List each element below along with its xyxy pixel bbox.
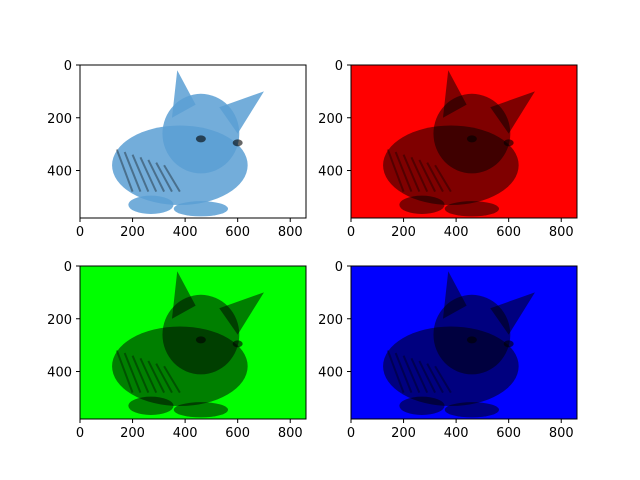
- x-tick-label: 0: [347, 225, 355, 240]
- x-tick-label: 600: [496, 225, 521, 240]
- x-tick-label: 400: [444, 426, 469, 441]
- x-tick-label: 0: [347, 426, 355, 441]
- y-tick-label: 200: [318, 313, 343, 328]
- y-tick-label: 200: [47, 112, 72, 127]
- x-tick-label: 800: [549, 426, 574, 441]
- x-tick-label: 600: [496, 426, 521, 441]
- cat-image: [112, 271, 264, 418]
- cat-image: [383, 70, 535, 217]
- subplot-red: 0 200 400 600 800 0 200 400: [318, 59, 578, 240]
- y-tick-label: 0: [64, 59, 72, 74]
- axes-frame: [79, 265, 307, 420]
- axes-frame: [350, 64, 578, 219]
- y-tick-label: 200: [318, 112, 343, 127]
- y-tick-label: 0: [335, 59, 343, 74]
- x-tick-label: 800: [549, 225, 574, 240]
- x-tick-label: 0: [76, 426, 84, 441]
- y-tick-label: 0: [335, 260, 343, 275]
- y-tick-label: 400: [47, 165, 72, 180]
- y-tick-label: 400: [318, 366, 343, 381]
- x-tick-label: 600: [225, 426, 250, 441]
- x-tick-label: 600: [225, 225, 250, 240]
- subplot-original: 0 200 400 600 800 0 200 400: [47, 59, 307, 240]
- axes-frame: [79, 64, 307, 219]
- x-tick-label: 200: [391, 426, 416, 441]
- y-tick-label: 400: [318, 165, 343, 180]
- x-tick-label: 200: [120, 225, 145, 240]
- y-tick-label: 200: [47, 313, 72, 328]
- x-tick-label: 200: [391, 225, 416, 240]
- subplot-green: 0 200 400 600 800 0 200 400: [47, 260, 307, 441]
- x-tick-label: 400: [173, 426, 198, 441]
- subplot-blue: 0 200 400 600 800 0 200 400: [318, 260, 578, 441]
- x-tick-label: 200: [120, 426, 145, 441]
- axes-frame: [350, 265, 578, 420]
- cat-image: [383, 271, 535, 418]
- cat-image: [112, 70, 264, 217]
- y-tick-label: 400: [47, 366, 72, 381]
- x-tick-label: 800: [278, 225, 303, 240]
- x-tick-label: 400: [173, 225, 198, 240]
- x-tick-label: 400: [444, 225, 469, 240]
- x-tick-label: 800: [278, 426, 303, 441]
- y-tick-label: 0: [64, 260, 72, 275]
- x-tick-label: 0: [76, 225, 84, 240]
